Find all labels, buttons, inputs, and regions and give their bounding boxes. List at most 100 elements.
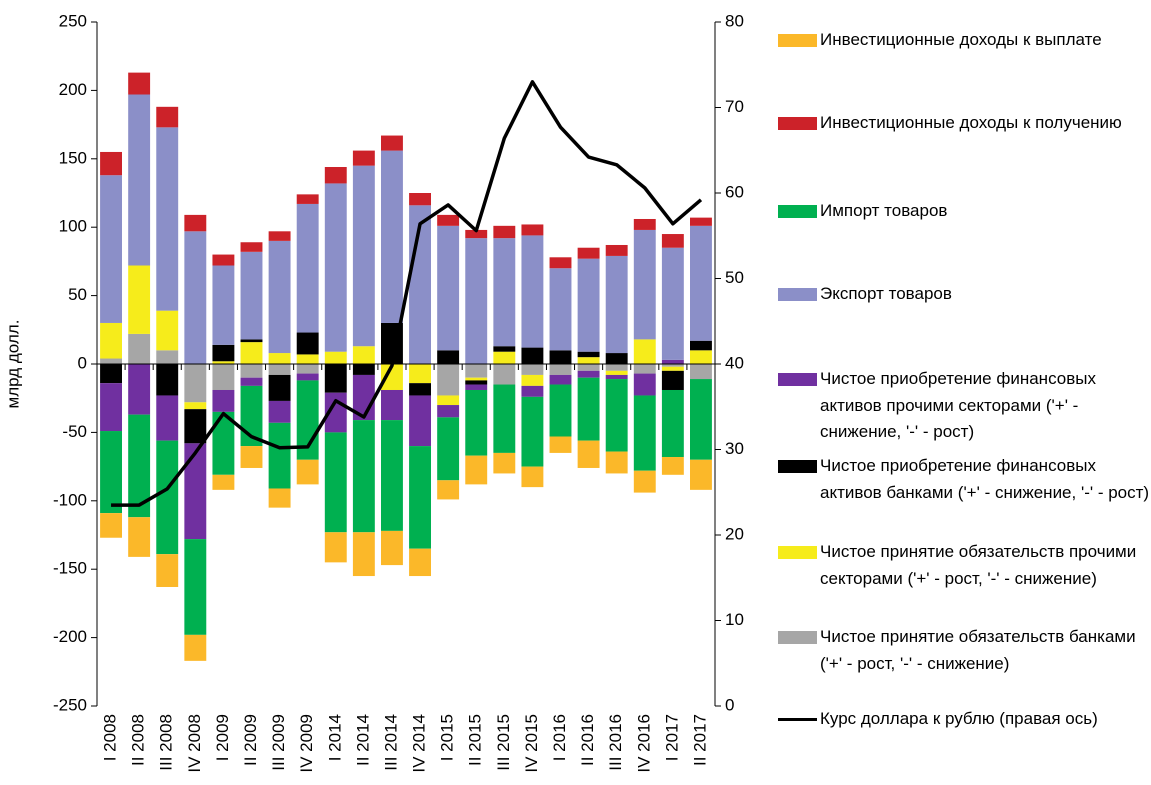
legend-item: Курс доллара к рублю (правая ось) — [778, 706, 1150, 733]
bar — [549, 436, 572, 453]
legend-label: Инвестиционные доходы к выплате — [820, 30, 1102, 49]
bar — [577, 377, 600, 441]
x-tick-label: II 2009 — [241, 714, 260, 766]
legend-item: Чистое принятие обязательств прочими сек… — [778, 539, 1150, 592]
bar — [156, 127, 179, 311]
bar — [521, 347, 544, 364]
bar — [437, 225, 460, 351]
bar — [324, 364, 347, 393]
x-tick-label: I 2016 — [550, 714, 569, 761]
bar — [212, 411, 235, 475]
bar — [493, 238, 516, 347]
bar — [268, 488, 291, 508]
bar — [465, 455, 488, 485]
bar — [633, 339, 656, 364]
bar — [352, 420, 375, 533]
bar — [212, 361, 235, 364]
bar — [296, 194, 319, 204]
bar — [352, 150, 375, 166]
bar — [184, 634, 207, 661]
legend-label: Чистое принятие обязательств прочими сек… — [820, 542, 1137, 588]
bar — [212, 364, 235, 390]
bar — [100, 151, 123, 176]
bar — [661, 359, 684, 364]
legend-swatch — [778, 205, 817, 218]
bar — [212, 344, 235, 362]
bar — [352, 364, 375, 375]
bar — [633, 395, 656, 471]
bar — [240, 446, 263, 468]
bar — [409, 193, 432, 206]
bar — [549, 257, 572, 269]
bar — [437, 405, 460, 418]
bar — [128, 94, 151, 266]
y2-tick-label: 10 — [725, 610, 744, 629]
bar — [493, 364, 516, 385]
y2-tick-label: 20 — [725, 524, 744, 543]
bar — [212, 265, 235, 345]
x-tick-label: III 2016 — [606, 714, 625, 771]
bar — [380, 389, 403, 421]
bar — [521, 235, 544, 348]
bar — [493, 346, 516, 352]
bar — [633, 364, 656, 374]
bar — [521, 466, 544, 488]
x-tick-label: II 2008 — [129, 714, 148, 766]
legend-swatch — [778, 460, 817, 473]
bar — [577, 370, 600, 378]
y-tick-label: 250 — [59, 11, 87, 30]
legend-swatch — [778, 34, 817, 47]
bar — [156, 395, 179, 441]
bar — [437, 364, 460, 396]
bar — [128, 414, 151, 518]
bar — [100, 364, 123, 384]
bar — [380, 135, 403, 151]
bar — [268, 374, 291, 401]
y2-tick-label: 60 — [725, 182, 744, 201]
x-tick-label: I 2008 — [101, 714, 120, 761]
legend-swatch — [778, 631, 817, 644]
legend-item: Чистое принятие обязательств банками ('+… — [778, 624, 1150, 677]
bar — [577, 247, 600, 259]
bar — [577, 351, 600, 358]
x-tick-label: IV 2008 — [185, 714, 204, 773]
bar — [605, 364, 628, 371]
bar — [465, 364, 488, 378]
bar — [605, 244, 628, 256]
bar — [324, 532, 347, 563]
x-tick-label: I 2009 — [213, 714, 232, 761]
bar — [465, 380, 488, 385]
bar — [437, 480, 460, 500]
bar — [409, 548, 432, 577]
x-tick-label: IV 2009 — [297, 714, 316, 773]
bar — [661, 457, 684, 475]
bar — [549, 384, 572, 437]
bar — [689, 459, 712, 490]
bar — [577, 357, 600, 364]
y-tick-label: 150 — [59, 148, 87, 167]
bar — [240, 339, 263, 343]
bar — [689, 364, 712, 380]
bar — [268, 364, 291, 375]
bar — [521, 224, 544, 236]
legend-label: Чистое приобретение финансовых активов п… — [820, 369, 1096, 441]
y-tick-label: -100 — [53, 490, 87, 509]
bar — [549, 374, 572, 385]
legend-swatch — [778, 546, 817, 559]
bar — [661, 389, 684, 458]
bar — [493, 452, 516, 474]
y2-tick-label: 70 — [725, 97, 744, 116]
bar — [296, 203, 319, 333]
x-tick-label: IV 2016 — [634, 714, 653, 773]
bar — [437, 350, 460, 364]
bar — [605, 353, 628, 364]
bar — [605, 370, 628, 375]
bar — [184, 214, 207, 232]
bar — [100, 322, 123, 359]
x-tick-label: III 2015 — [494, 714, 513, 771]
bar — [184, 231, 207, 364]
bar — [240, 251, 263, 340]
bar — [128, 517, 151, 557]
bar — [437, 214, 460, 226]
